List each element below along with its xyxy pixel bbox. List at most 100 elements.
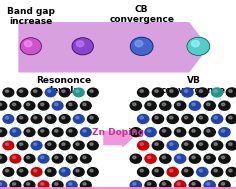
Circle shape xyxy=(229,90,232,92)
Circle shape xyxy=(229,143,232,146)
Text: Zn Doping: Zn Doping xyxy=(92,128,144,137)
Circle shape xyxy=(20,143,23,146)
Circle shape xyxy=(59,115,70,123)
Circle shape xyxy=(34,143,37,146)
Circle shape xyxy=(24,128,35,136)
Circle shape xyxy=(189,181,201,189)
Circle shape xyxy=(199,143,202,146)
Circle shape xyxy=(148,103,151,106)
Circle shape xyxy=(162,103,166,106)
Circle shape xyxy=(80,154,91,163)
Circle shape xyxy=(90,90,93,92)
Circle shape xyxy=(0,181,7,189)
Circle shape xyxy=(72,38,93,55)
Circle shape xyxy=(197,88,208,97)
Text: Resononce
levels: Resononce levels xyxy=(36,76,91,95)
Circle shape xyxy=(192,129,195,132)
Text: VB
convergence: VB convergence xyxy=(161,76,226,95)
Circle shape xyxy=(0,154,7,163)
Circle shape xyxy=(76,143,79,146)
Circle shape xyxy=(17,115,28,123)
Circle shape xyxy=(167,167,178,177)
Circle shape xyxy=(211,167,223,177)
Circle shape xyxy=(214,143,217,146)
Circle shape xyxy=(174,154,186,163)
Circle shape xyxy=(5,116,9,119)
Circle shape xyxy=(13,156,16,159)
Circle shape xyxy=(31,168,42,176)
Circle shape xyxy=(83,156,86,159)
Circle shape xyxy=(206,183,210,185)
Circle shape xyxy=(20,169,23,172)
Circle shape xyxy=(90,116,93,119)
Circle shape xyxy=(148,129,151,132)
Circle shape xyxy=(170,90,173,92)
Circle shape xyxy=(155,90,158,92)
Circle shape xyxy=(145,181,156,189)
Circle shape xyxy=(0,101,7,110)
Circle shape xyxy=(160,101,171,110)
Circle shape xyxy=(219,181,230,189)
Circle shape xyxy=(5,143,9,146)
Circle shape xyxy=(10,154,21,163)
Circle shape xyxy=(41,156,44,159)
Circle shape xyxy=(13,130,16,132)
Circle shape xyxy=(162,156,166,159)
Text: Band gap
increase: Band gap increase xyxy=(7,7,55,26)
Circle shape xyxy=(133,103,136,106)
Circle shape xyxy=(10,181,21,189)
Circle shape xyxy=(211,115,223,123)
Circle shape xyxy=(88,141,98,150)
Circle shape xyxy=(45,141,56,150)
Circle shape xyxy=(206,129,210,132)
Circle shape xyxy=(155,143,158,146)
Circle shape xyxy=(25,41,32,47)
Circle shape xyxy=(90,169,93,172)
Circle shape xyxy=(138,88,149,97)
Circle shape xyxy=(10,101,21,110)
Circle shape xyxy=(69,183,72,185)
Circle shape xyxy=(219,154,230,163)
Circle shape xyxy=(184,116,188,119)
Circle shape xyxy=(24,181,35,189)
Circle shape xyxy=(55,103,58,106)
Circle shape xyxy=(155,169,158,172)
Circle shape xyxy=(138,167,149,177)
Circle shape xyxy=(20,116,23,119)
Circle shape xyxy=(83,183,86,185)
Circle shape xyxy=(41,103,44,106)
Circle shape xyxy=(130,37,153,55)
Circle shape xyxy=(24,154,35,163)
Circle shape xyxy=(148,156,151,159)
Circle shape xyxy=(59,141,70,150)
Circle shape xyxy=(59,88,70,97)
Circle shape xyxy=(214,169,217,172)
Circle shape xyxy=(38,101,49,110)
Circle shape xyxy=(197,167,208,177)
Circle shape xyxy=(0,103,2,106)
Circle shape xyxy=(41,130,44,132)
Circle shape xyxy=(182,141,193,150)
Circle shape xyxy=(192,183,195,185)
Circle shape xyxy=(52,181,63,189)
Circle shape xyxy=(226,141,236,150)
Circle shape xyxy=(17,168,28,176)
Circle shape xyxy=(48,143,51,146)
Circle shape xyxy=(83,130,86,132)
Circle shape xyxy=(167,115,178,123)
Circle shape xyxy=(148,183,151,185)
Circle shape xyxy=(55,183,58,185)
Circle shape xyxy=(145,154,156,163)
Circle shape xyxy=(38,154,49,163)
Circle shape xyxy=(130,101,141,110)
Circle shape xyxy=(162,129,166,132)
Circle shape xyxy=(69,103,72,106)
Circle shape xyxy=(192,156,195,159)
Circle shape xyxy=(13,103,16,106)
Circle shape xyxy=(5,169,9,172)
Circle shape xyxy=(17,141,28,150)
Circle shape xyxy=(55,130,58,132)
Circle shape xyxy=(52,154,63,163)
Circle shape xyxy=(170,169,173,172)
Circle shape xyxy=(145,128,156,137)
